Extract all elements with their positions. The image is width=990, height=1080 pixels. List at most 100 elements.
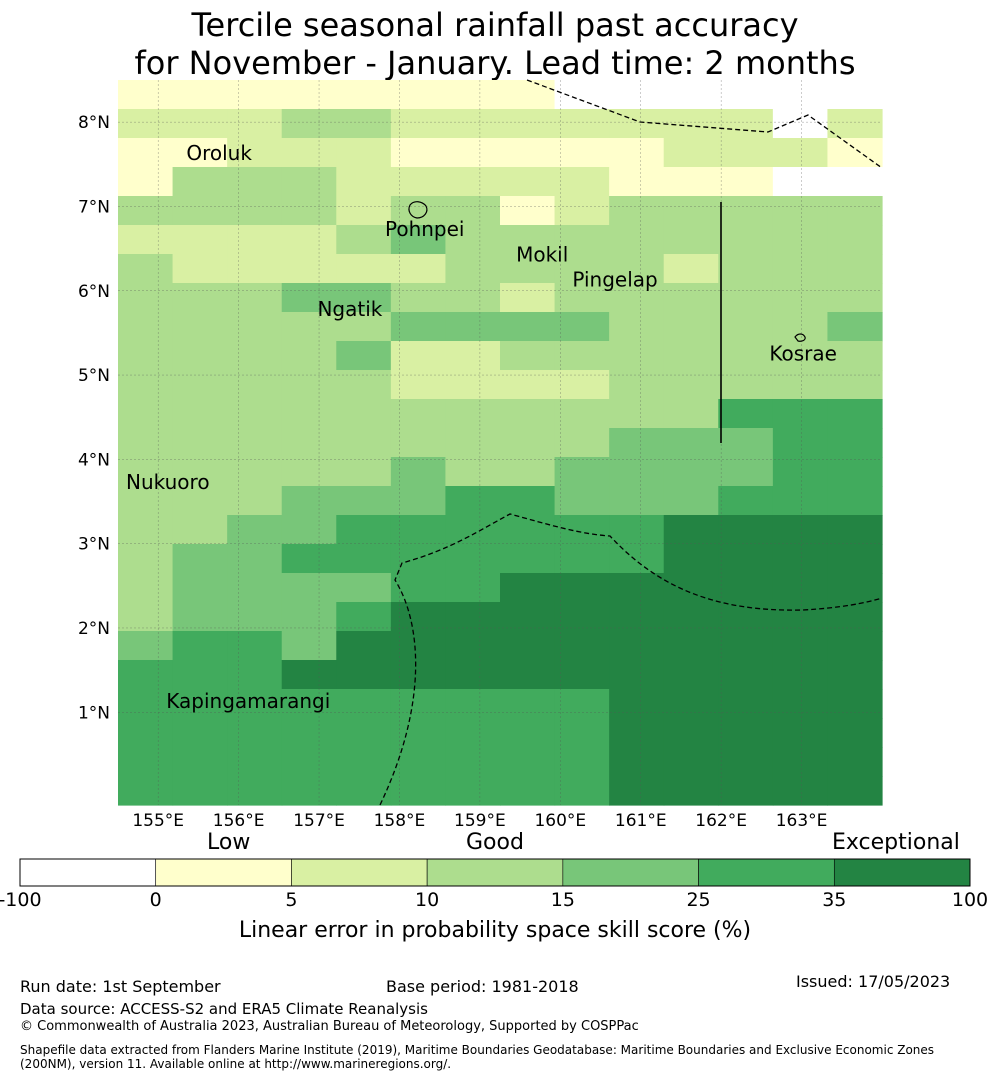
- skill-cell: [172, 660, 228, 690]
- skill-cell: [172, 631, 228, 661]
- skill-cell: [227, 312, 283, 342]
- skill-cell: [281, 196, 337, 226]
- skill-cell: [445, 602, 501, 632]
- skill-cell: [390, 428, 447, 458]
- skill-cell: [827, 544, 883, 574]
- skill-cell: [663, 631, 719, 661]
- skill-cell: [663, 428, 719, 458]
- skill-cell: [118, 631, 174, 661]
- skill-cell: [281, 167, 337, 197]
- skill-cell: [390, 718, 447, 748]
- skill-cell: [663, 254, 719, 284]
- skill-cell: [281, 283, 337, 313]
- skill-cell: [718, 254, 774, 284]
- skill-cell: [281, 486, 337, 516]
- skill-cell: [172, 747, 228, 777]
- skill-cell: [172, 457, 228, 487]
- skill-cell: [609, 80, 665, 110]
- skill-cell: [500, 312, 556, 342]
- skill-cell: [390, 80, 447, 110]
- skill-cell: [445, 515, 501, 545]
- colorbar-tick-label: 0: [149, 889, 162, 911]
- skill-cell: [663, 486, 719, 516]
- skill-cell: [772, 312, 829, 342]
- eez-boundaries: [379, 79, 883, 806]
- skill-cell: [663, 399, 719, 429]
- skill-cell: [500, 718, 556, 748]
- skill-cell: [336, 573, 392, 603]
- run-date: Run date: 1st September: [20, 977, 221, 996]
- skill-cell: [609, 631, 665, 661]
- skill-cell: [172, 776, 228, 806]
- skill-cell: [554, 747, 610, 777]
- skill-cell: [227, 573, 283, 603]
- skill-cell: [827, 80, 883, 110]
- skill-cell: [718, 283, 774, 313]
- skill-cell: [772, 515, 829, 545]
- skill-cell: [172, 196, 228, 226]
- skill-cell: [281, 689, 337, 719]
- longitude-tick-label: 162°E: [695, 811, 747, 831]
- skill-cell: [281, 312, 337, 342]
- latitude-tick-label: 4°N: [78, 450, 110, 470]
- skill-cell: [609, 196, 665, 226]
- skill-cell: [609, 399, 665, 429]
- skill-cell: [172, 80, 228, 110]
- skill-cell: [281, 747, 337, 777]
- skill-cell: [227, 631, 283, 661]
- skill-cell: [172, 138, 228, 168]
- skill-cell: [281, 515, 337, 545]
- skill-cell: [718, 718, 774, 748]
- skill-cell: [663, 196, 719, 226]
- skill-cell: [227, 457, 283, 487]
- skill-cell: [281, 631, 337, 661]
- skill-cell: [772, 718, 829, 748]
- colorbar-swatch: [19, 858, 157, 887]
- skill-cell: [390, 689, 447, 719]
- skill-cell: [281, 80, 337, 110]
- skill-cell: [663, 138, 719, 168]
- skill-cell: [390, 283, 447, 313]
- skill-cell: [445, 544, 501, 574]
- skill-cell: [718, 167, 774, 197]
- skill-cell: [500, 428, 556, 458]
- skill-cell: [718, 196, 774, 226]
- skill-cell: [718, 138, 774, 168]
- skill-cell: [390, 544, 447, 574]
- skill-cell: [336, 283, 392, 313]
- skill-cell: [172, 225, 228, 255]
- skill-cell: [445, 573, 501, 603]
- skill-cell: [609, 225, 665, 255]
- skill-cell: [227, 196, 283, 226]
- category-low: Low: [207, 830, 251, 855]
- chart-title-line2: for November - January. Lead time: 2 mon…: [134, 44, 856, 82]
- skill-cell: [718, 544, 774, 574]
- skill-cell: [172, 718, 228, 748]
- colorbar-swatch: [562, 858, 699, 887]
- skill-cell: [281, 602, 337, 632]
- skill-cell: [227, 80, 283, 110]
- skill-cell: [118, 776, 174, 806]
- skill-cell: [390, 225, 447, 255]
- skill-cell: [390, 312, 447, 342]
- skill-cell: [336, 399, 392, 429]
- skill-cell: [827, 370, 883, 400]
- skill-cell: [390, 196, 447, 226]
- skill-cell: [827, 573, 883, 603]
- skill-cell: [227, 138, 283, 168]
- skill-cell: [336, 138, 392, 168]
- skill-cell: [390, 109, 447, 139]
- skill-cell: [554, 573, 610, 603]
- skill-cell: [718, 225, 774, 255]
- skill-cell: [118, 747, 174, 777]
- skill-cell: [227, 718, 283, 748]
- skill-cell: [172, 341, 228, 371]
- colorbar-tick-label: 35: [822, 889, 847, 911]
- skill-cell: [390, 254, 447, 284]
- longitude-tick-label: 159°E: [454, 811, 506, 831]
- skill-cell: [227, 370, 283, 400]
- skill-cell: [663, 515, 719, 545]
- skill-cell: [445, 109, 501, 139]
- skill-cell: [500, 776, 556, 806]
- skill-cell: [500, 573, 556, 603]
